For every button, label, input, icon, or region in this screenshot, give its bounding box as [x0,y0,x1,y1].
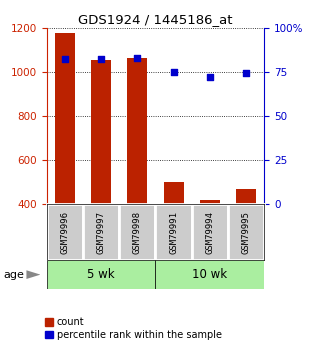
Text: age: age [3,270,24,279]
Point [244,71,249,76]
Bar [156,204,192,260]
Point [135,55,140,60]
Title: GDS1924 / 1445186_at: GDS1924 / 1445186_at [78,13,233,27]
Text: GSM79997: GSM79997 [97,210,105,254]
Point [62,57,67,62]
Bar [83,204,119,260]
Bar [164,181,183,204]
Text: 10 wk: 10 wk [193,268,227,281]
Bar [228,204,264,260]
Bar [47,204,83,260]
Text: GSM79991: GSM79991 [169,210,178,254]
Bar [91,60,111,204]
Bar [119,204,156,260]
Point [99,57,104,62]
Bar [236,189,256,204]
Polygon shape [26,270,40,279]
Bar [128,58,147,204]
Text: 5 wk: 5 wk [87,268,115,281]
Point [171,69,176,75]
Bar [192,204,228,260]
Text: GSM79996: GSM79996 [60,210,69,254]
Point [207,74,212,80]
Bar [156,260,264,289]
Bar [47,260,156,289]
Bar [55,33,75,204]
Text: GSM79998: GSM79998 [133,210,142,254]
Text: GSM79995: GSM79995 [242,210,251,254]
Bar [200,200,220,204]
Text: GSM79994: GSM79994 [206,210,214,254]
Legend: count, percentile rank within the sample: count, percentile rank within the sample [45,317,222,340]
